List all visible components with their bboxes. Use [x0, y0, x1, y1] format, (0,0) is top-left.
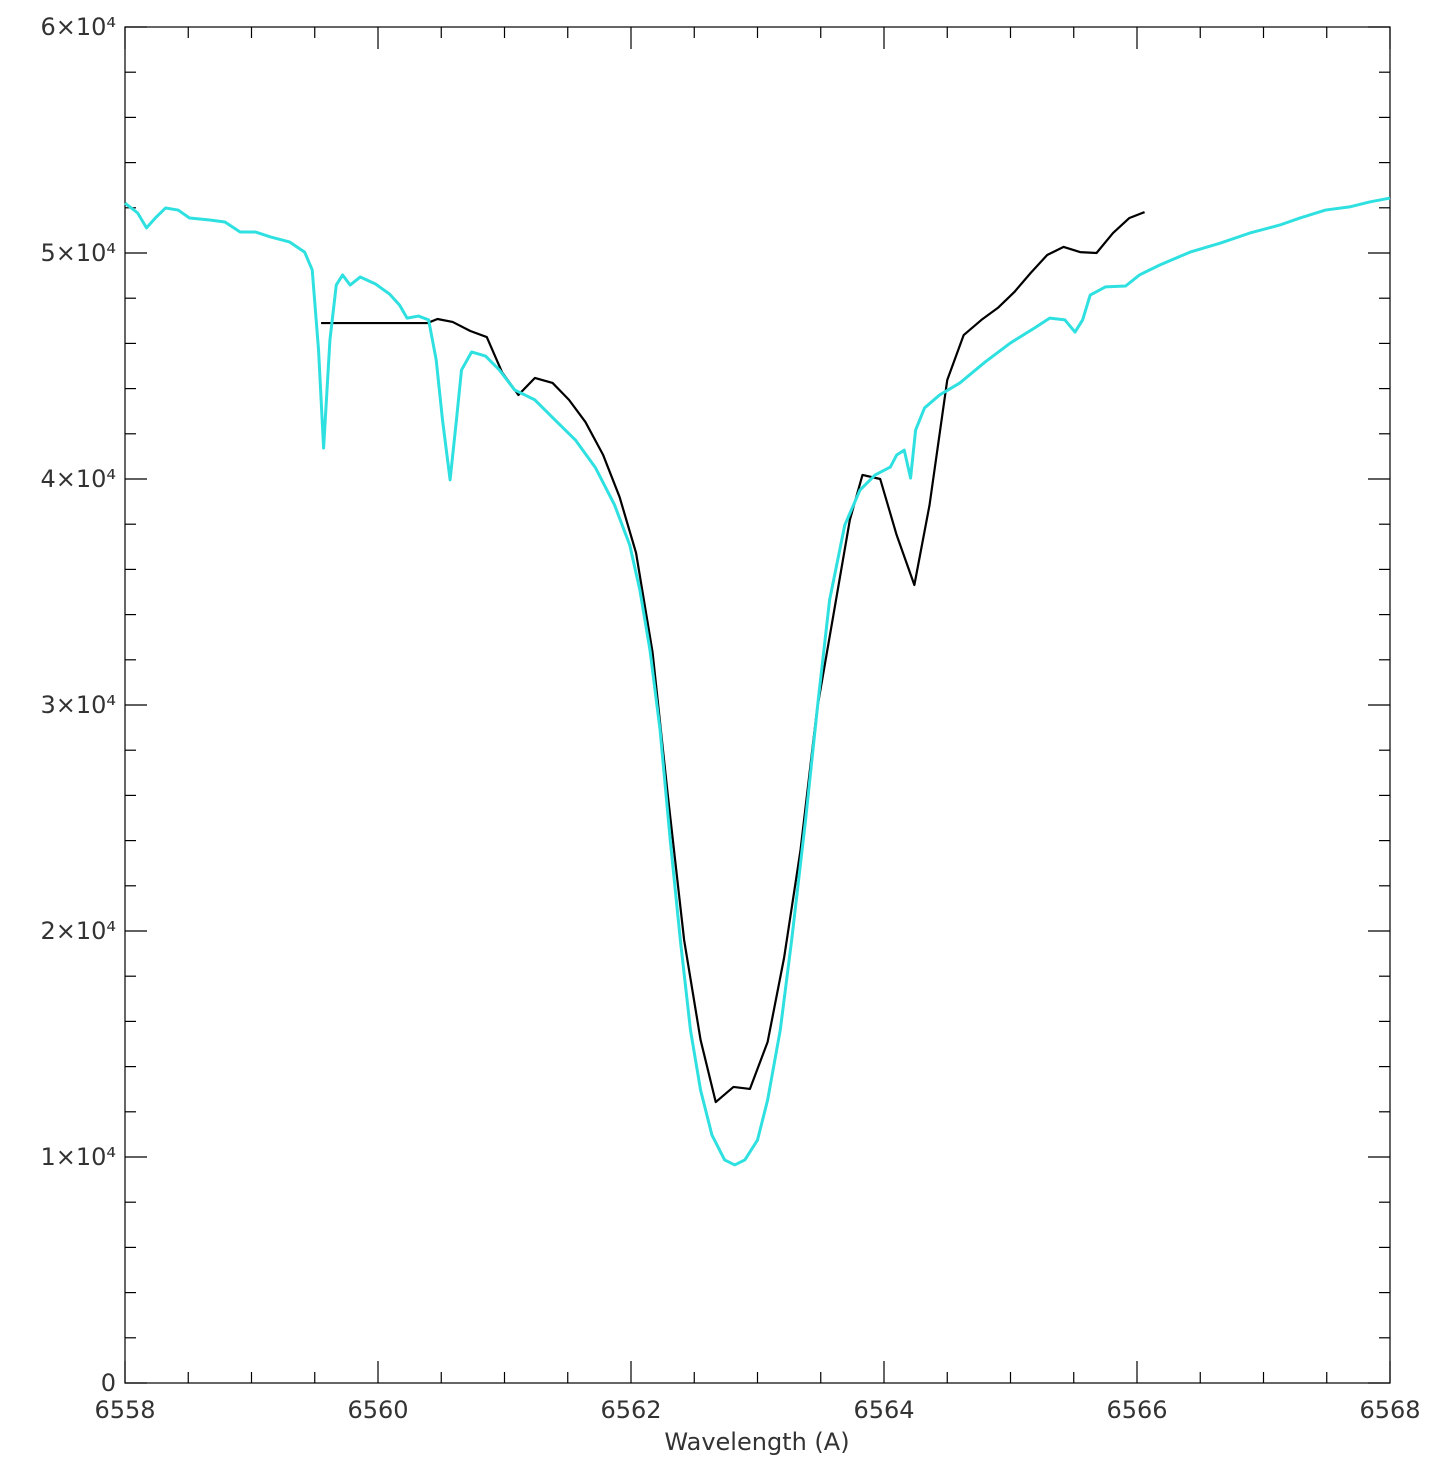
plot-frame — [124, 26, 1391, 1384]
y-tick-label: 5×10⁴ — [40, 239, 116, 267]
x-tick-label: 6562 — [600, 1396, 661, 1424]
x-axis-label: Wavelength (A) — [664, 1428, 849, 1456]
y-tick-label: 1×10⁴ — [40, 1143, 116, 1171]
y-tick-label: 3×10⁴ — [40, 691, 116, 719]
data-line — [124, 196, 1391, 1167]
x-tick-label: 6564 — [853, 1396, 914, 1424]
y-tick-label: 0 — [101, 1369, 116, 1397]
x-tick-label: 6568 — [1359, 1396, 1420, 1424]
x-tick-label: 6558 — [94, 1396, 155, 1424]
data-line — [321, 211, 1145, 1104]
y-tick-label: 2×10⁴ — [40, 917, 116, 945]
x-tick-label: 6560 — [347, 1396, 408, 1424]
y-tick-label: 6×10⁴ — [40, 13, 116, 41]
y-tick-label: 4×10⁴ — [40, 465, 116, 493]
x-tick-label: 6566 — [1106, 1396, 1167, 1424]
